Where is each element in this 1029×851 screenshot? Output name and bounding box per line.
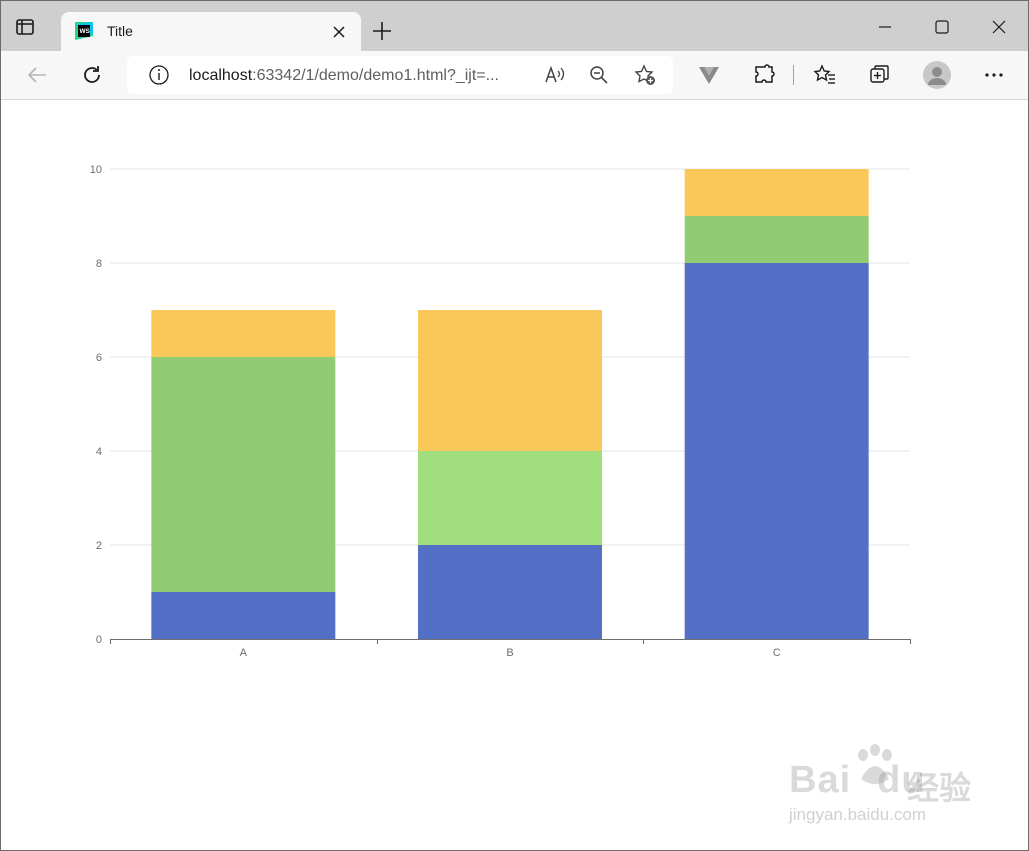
bar-segment [418,545,602,639]
svg-text:WS: WS [80,28,91,35]
bar-segment [684,263,869,639]
bar-segment [151,592,336,639]
baidu-watermark: Bai du 经验 jingyan.baidu.com [789,741,979,831]
tab-active[interactable]: WS Title [61,12,361,51]
tab-strip: WS Title [1,1,1028,51]
url-host: localhost [189,67,253,84]
minimize-icon[interactable] [873,15,897,39]
window-close-icon[interactable] [987,15,1011,39]
watermark-sub: jingyan.baidu.com [789,805,927,824]
refresh-icon[interactable] [80,63,104,87]
tab-title: Title [107,23,133,39]
close-icon[interactable] [331,24,347,40]
tab-actions-icon[interactable] [15,17,35,37]
url-path: :63342/1/demo/demo1.html?_ijt=... [252,67,499,84]
bar-segment [151,310,336,357]
info-icon[interactable] [147,63,171,87]
maximize-icon[interactable] [930,15,954,39]
x-tick-label: C [773,647,781,659]
bar-segment [151,357,336,592]
y-tick-label: 6 [96,352,102,364]
stacked-bar-chart: 0 2 4 6 8 10 A B C [90,164,911,659]
watermark-brand-start: Bai [789,759,852,801]
watermark-brand: Bai du [789,759,926,802]
bar-segment [418,451,602,545]
watermark-cn: 经验 [907,770,972,806]
favorites-icon[interactable] [813,63,837,87]
profile-icon[interactable] [923,61,951,89]
more-icon[interactable] [982,63,1006,87]
new-tab-icon[interactable] [371,20,393,42]
collections-icon[interactable] [868,63,892,87]
bar-segment [418,310,602,451]
extensions-icon[interactable] [752,63,776,87]
read-aloud-icon[interactable] [543,63,567,87]
favicon-icon: WS [75,22,93,40]
y-tick-label: 4 [96,446,102,458]
add-favorite-icon[interactable] [633,63,657,87]
x-tick-label: A [240,647,248,659]
paw-icon [851,741,899,789]
extension-v-icon[interactable] [697,63,721,87]
back-icon[interactable] [25,63,49,87]
watermark-brand-end: du [877,759,926,801]
bar-segment [684,216,869,263]
browser-toolbar: localhost:63342/1/demo/demo1.html?_ijt=.… [1,51,1028,100]
url-text: localhost:63342/1/demo/demo1.html?_ijt=.… [189,67,499,85]
y-tick-label: 8 [96,258,102,270]
y-tick-label: 0 [96,634,102,646]
page-content: 0 2 4 6 8 10 A B C [1,100,1028,850]
bar-segment [684,169,869,216]
address-bar[interactable]: localhost:63342/1/demo/demo1.html?_ijt=.… [127,56,673,94]
x-tick-label: B [506,647,513,659]
y-tick-label: 10 [90,164,102,176]
zoom-out-icon[interactable] [587,63,611,87]
y-tick-label: 2 [96,540,102,552]
toolbar-separator [793,65,794,85]
